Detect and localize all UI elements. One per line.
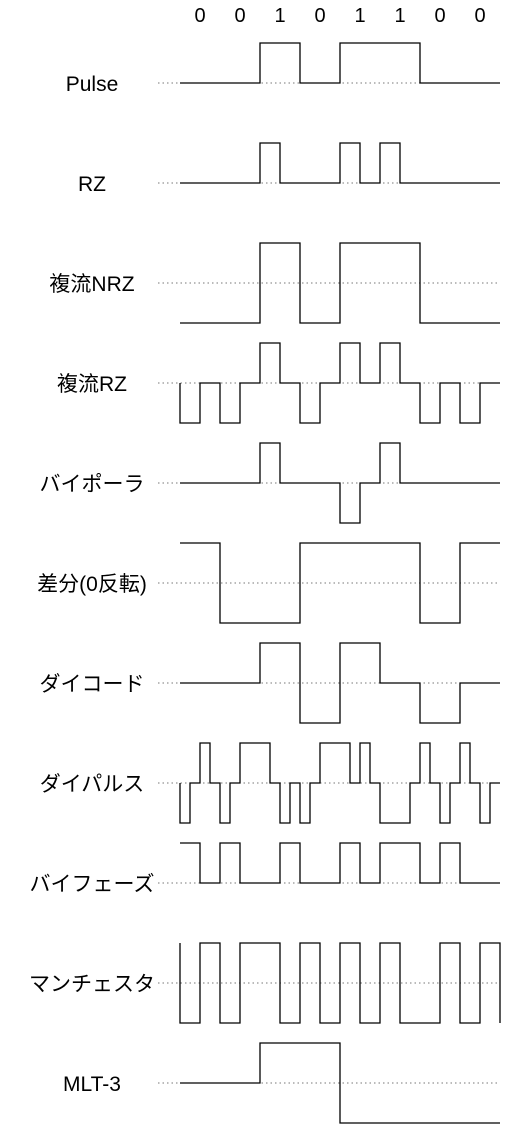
- waveform-row: Pulse: [66, 42, 500, 96]
- waveform-row: 複流NRZ: [49, 242, 500, 324]
- encoding-label: ダイパルス: [40, 773, 145, 796]
- encoding-label: Pulse: [66, 73, 119, 96]
- bit-label: 0: [194, 5, 205, 27]
- signal-waveform: [180, 542, 500, 624]
- waveform-row: バイポーラ: [40, 442, 500, 524]
- signal-waveform: [180, 42, 500, 84]
- encoding-label: 差分(0反転): [37, 573, 147, 596]
- waveform-row: マンチェスタ: [29, 942, 501, 1024]
- waveform-row: RZ: [78, 142, 500, 196]
- encoding-label: MLT-3: [63, 1073, 121, 1096]
- bit-label: 0: [434, 5, 445, 27]
- encoding-label: 複流RZ: [57, 373, 127, 396]
- signal-waveform: [180, 1042, 500, 1124]
- bit-label: 1: [274, 5, 285, 27]
- waveform-row: 差分(0反転): [37, 542, 500, 624]
- signal-waveform: [180, 442, 500, 524]
- waveform-row: ダイパルス: [40, 742, 500, 824]
- waveform-row: 複流RZ: [57, 342, 500, 424]
- bit-label: 1: [394, 5, 405, 27]
- encoding-label: バイフェーズ: [30, 873, 155, 896]
- signal-waveform: [180, 142, 500, 184]
- encoding-label: 複流NRZ: [49, 273, 134, 296]
- signal-waveform: [179, 942, 501, 1024]
- signal-waveform: [180, 242, 500, 324]
- waveform-row: バイフェーズ: [30, 842, 500, 896]
- bit-label: 0: [314, 5, 325, 27]
- bit-label: 0: [234, 5, 245, 27]
- signal-waveform: [180, 842, 500, 884]
- encoding-label: ダイコード: [40, 673, 145, 696]
- encoding-label: マンチェスタ: [29, 973, 155, 996]
- encoding-label: RZ: [78, 173, 106, 196]
- waveform-row: ダイコード: [40, 642, 500, 724]
- signal-waveform: [180, 642, 500, 724]
- bit-label: 0: [474, 5, 485, 27]
- signal-waveform: [179, 742, 500, 824]
- signal-waveform: [179, 342, 500, 424]
- bit-label: 1: [354, 5, 365, 27]
- bit-sequence-header: 0 0 1 0 1 1 0 0: [194, 5, 485, 27]
- encoding-label: バイポーラ: [40, 473, 145, 496]
- waveform-row: MLT-3: [63, 1042, 500, 1124]
